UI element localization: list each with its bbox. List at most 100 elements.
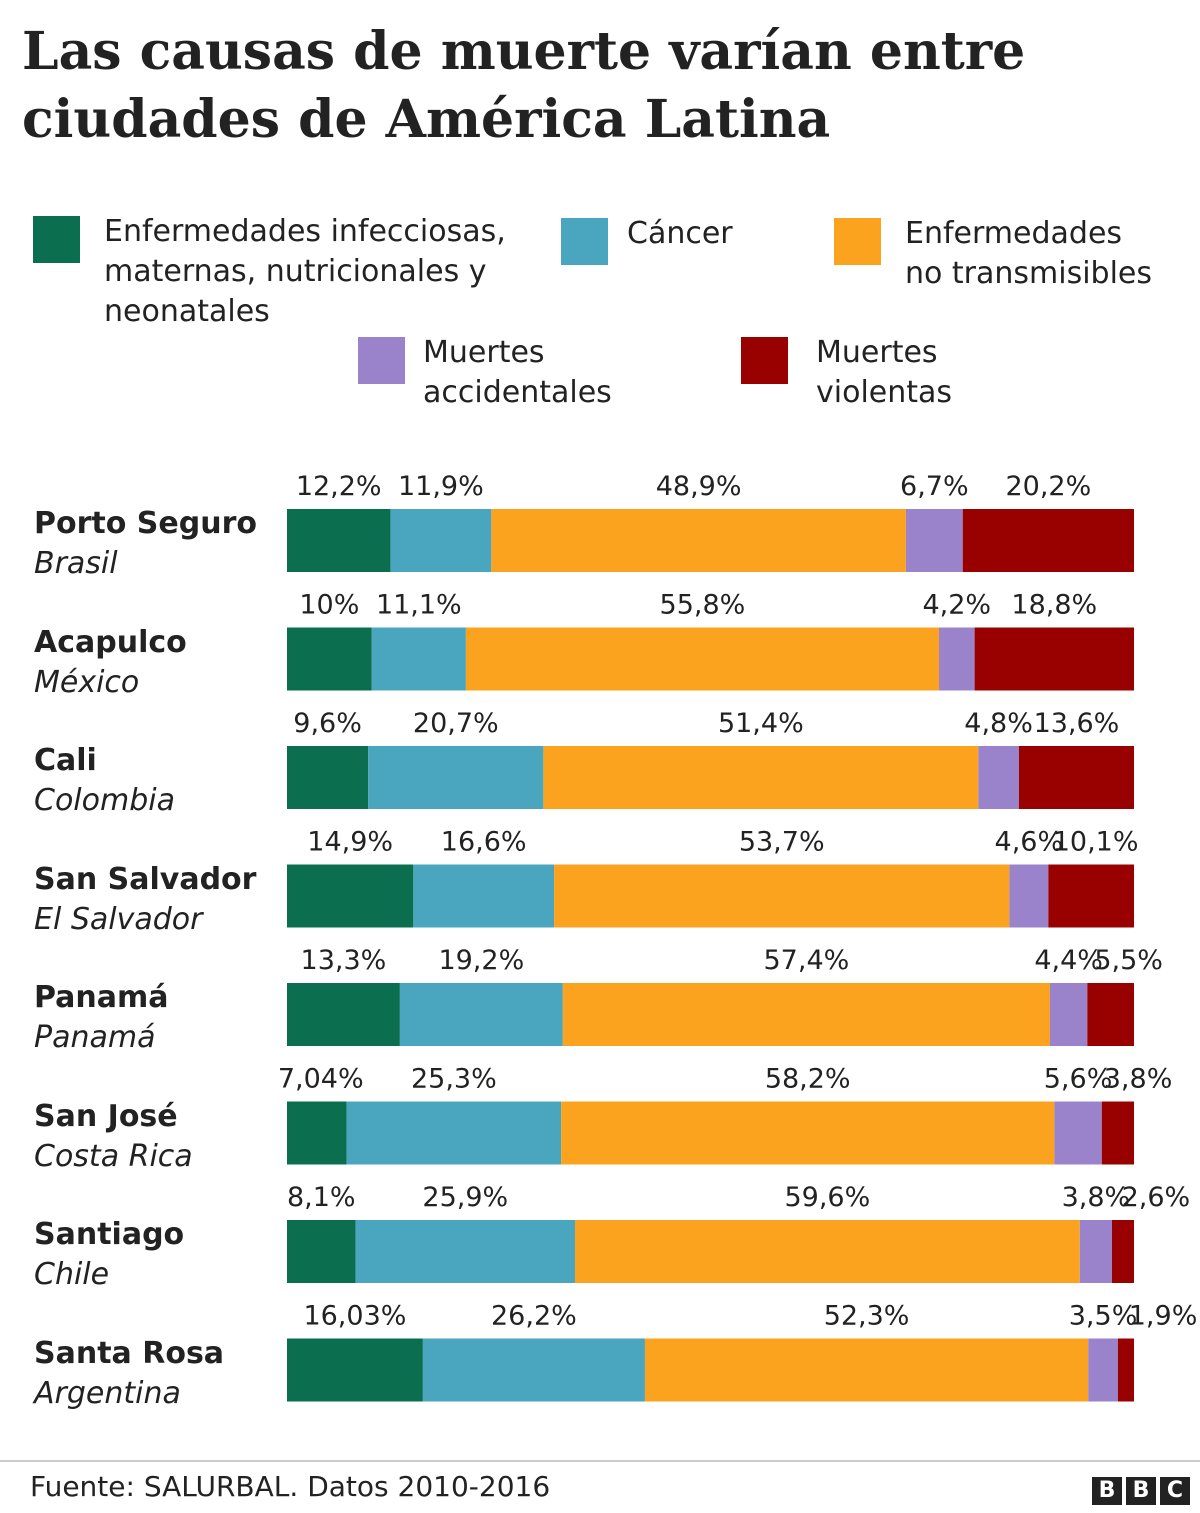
bar-segment bbox=[346, 1101, 562, 1165]
city-name: San José bbox=[34, 1098, 178, 1134]
title-line-1: Las causas de muerte varían entre bbox=[22, 21, 1026, 82]
legend-label-violentas: Muertes violentas bbox=[816, 335, 953, 410]
data-label: 16,03% bbox=[303, 1301, 406, 1332]
title-line-2: ciudades de América Latina bbox=[22, 89, 831, 150]
bar-segment bbox=[287, 627, 372, 691]
bar-segment bbox=[287, 746, 369, 809]
data-label: 8,1% bbox=[287, 1182, 356, 1213]
data-label: 59,6% bbox=[784, 1182, 870, 1213]
legend-label-no-transmisibles: Enfermedades no transmisibles bbox=[905, 216, 1153, 291]
bar-segment bbox=[371, 627, 466, 691]
bar-segment bbox=[287, 509, 391, 572]
bar-segment bbox=[938, 627, 975, 691]
city-name: Panamá bbox=[34, 980, 169, 1015]
country-name: Argentina bbox=[34, 1375, 181, 1411]
bar-segment bbox=[368, 746, 544, 809]
bar-segment bbox=[1049, 983, 1088, 1046]
data-label: 25,9% bbox=[422, 1182, 508, 1213]
data-label: 25,3% bbox=[411, 1064, 497, 1095]
data-label: 4,6% bbox=[995, 827, 1064, 858]
bar-segment bbox=[1117, 1338, 1134, 1402]
city-name: Santa Rosa bbox=[34, 1335, 225, 1371]
bar-segment bbox=[574, 1220, 1080, 1283]
country-name: Colombia bbox=[34, 783, 175, 818]
data-label: 48,9% bbox=[656, 471, 742, 502]
city-name: Santiago bbox=[34, 1217, 185, 1252]
bar-segment bbox=[644, 1338, 1089, 1402]
bar-segment bbox=[491, 509, 906, 572]
bar-segment bbox=[287, 864, 414, 928]
data-label: 3,8% bbox=[1062, 1182, 1131, 1213]
data-label: 12,2% bbox=[296, 471, 382, 502]
data-label: 11,1% bbox=[376, 590, 462, 621]
data-label: 9,6% bbox=[293, 708, 362, 739]
legend-label-cancer: Cáncer bbox=[627, 216, 733, 251]
data-label: 13,6% bbox=[1034, 708, 1120, 739]
bar-segment bbox=[1018, 746, 1134, 809]
legend-swatch-no-transmisibles bbox=[834, 218, 881, 265]
data-label: 16,6% bbox=[441, 827, 527, 858]
bar-segment bbox=[561, 1101, 1055, 1165]
data-label: 19,2% bbox=[438, 945, 524, 976]
bar-segment bbox=[413, 864, 555, 928]
data-label: 10,1% bbox=[1053, 827, 1139, 858]
legend-label-infecciosas: Enfermedades infecciosas, maternas, nutri… bbox=[104, 214, 506, 329]
data-label: 11,9% bbox=[398, 471, 484, 502]
country-name: El Salvador bbox=[34, 901, 203, 937]
bar-segment bbox=[978, 746, 1019, 809]
data-label: 55,8% bbox=[660, 590, 746, 621]
bar-segment bbox=[390, 509, 492, 572]
legend-swatch-cancer bbox=[561, 218, 608, 265]
stacked-bar-chart: 12,2% 11,9% 48,9% 6,7% 20,2% 10% 11,1% 55,8% 4,2… bbox=[278, 471, 1198, 1402]
data-label: 2,6% bbox=[1122, 1182, 1191, 1213]
country-name: México bbox=[34, 664, 140, 700]
data-label: 4,8% bbox=[964, 708, 1033, 739]
city-name: Cali bbox=[34, 743, 97, 778]
bar-segment bbox=[543, 746, 979, 809]
data-label: 53,7% bbox=[739, 827, 825, 858]
bar-segment bbox=[422, 1338, 645, 1402]
bar-segment bbox=[1054, 1101, 1102, 1165]
bar-segment bbox=[1048, 864, 1134, 928]
bar-segment bbox=[355, 1220, 575, 1283]
city-name: San Salvador bbox=[34, 861, 257, 897]
legend-swatch-violentas bbox=[741, 337, 788, 384]
bar-segment bbox=[1088, 1338, 1118, 1402]
data-label: 20,7% bbox=[413, 708, 499, 739]
data-label: 3,5% bbox=[1069, 1301, 1138, 1332]
data-label: 7,04% bbox=[278, 1064, 364, 1095]
data-label: 13,3% bbox=[301, 945, 387, 976]
data-label: 1,9% bbox=[1129, 1301, 1198, 1332]
bar-segment bbox=[287, 983, 400, 1046]
country-name: Costa Rica bbox=[34, 1138, 193, 1174]
data-label: 5,6% bbox=[1044, 1064, 1113, 1095]
bar-segment bbox=[1101, 1101, 1134, 1165]
city-name: Acapulco bbox=[34, 624, 187, 660]
bbc-logo-letter: B bbox=[1092, 1477, 1122, 1505]
bar-segment bbox=[562, 983, 1050, 1046]
data-label: 58,2% bbox=[765, 1064, 851, 1095]
bar-segment bbox=[287, 1101, 347, 1165]
city-name: Porto Seguro bbox=[34, 506, 257, 541]
data-label: 10% bbox=[299, 590, 359, 621]
data-label: 6,7% bbox=[900, 471, 969, 502]
legend-swatch-infecciosas bbox=[33, 216, 80, 263]
bar-segment bbox=[962, 509, 1134, 572]
bar-segment bbox=[974, 627, 1134, 691]
bar-segment bbox=[1009, 864, 1049, 928]
bar-segment bbox=[287, 1220, 356, 1283]
data-label: 4,2% bbox=[922, 590, 991, 621]
bar-segment bbox=[1087, 983, 1134, 1046]
bar-segment bbox=[399, 983, 563, 1046]
data-label: 57,4% bbox=[764, 945, 850, 976]
data-label: 26,2% bbox=[491, 1301, 577, 1332]
source-note: Fuente: SALURBAL. Datos 2010-2016 bbox=[30, 1470, 551, 1503]
bar-segment bbox=[554, 864, 1010, 928]
country-name: Chile bbox=[34, 1257, 110, 1292]
data-label: 51,4% bbox=[718, 708, 804, 739]
bbc-logo-letter: C bbox=[1160, 1477, 1190, 1505]
bar-segment bbox=[465, 627, 939, 691]
data-label: 52,3% bbox=[824, 1301, 910, 1332]
data-label: 18,8% bbox=[1011, 590, 1097, 621]
data-label: 3,8% bbox=[1104, 1064, 1173, 1095]
